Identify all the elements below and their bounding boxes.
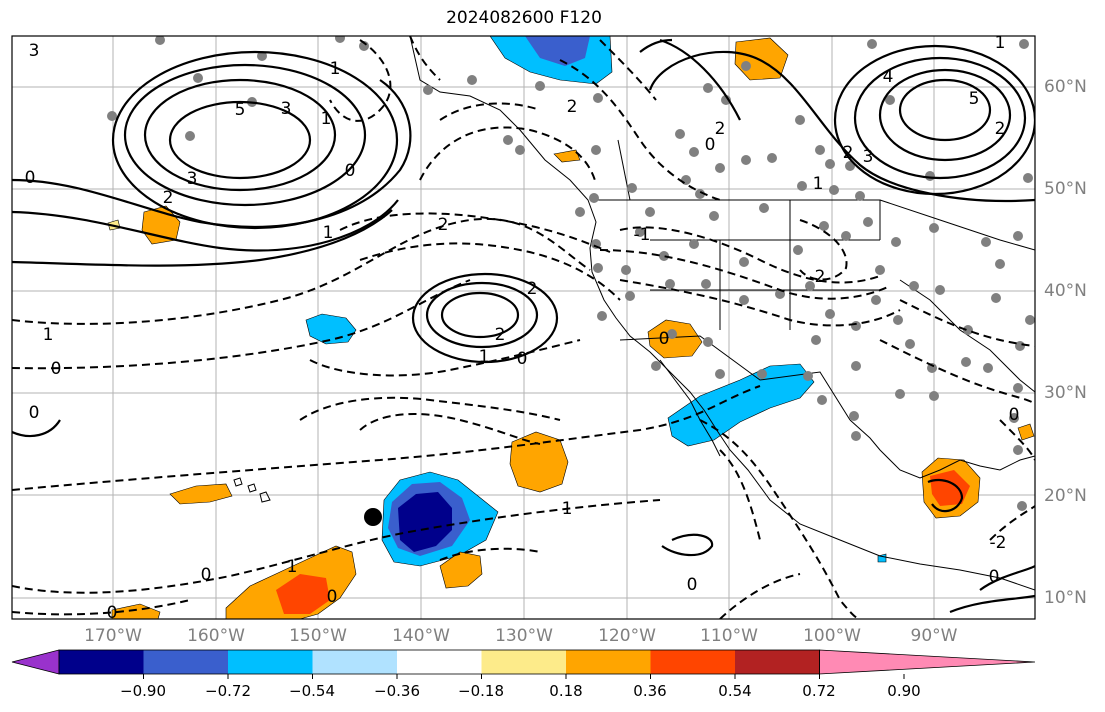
- colorbar-tick-label: 0.54: [718, 682, 752, 700]
- contour-labels: 3 5 3 2 0 0 1 1 1 0 2 2 2 1 0 2 1 0 0 0 …: [25, 33, 1020, 623]
- lat-label-20n: 20°N: [1044, 486, 1087, 506]
- colorbar-frame: [58, 649, 820, 675]
- contour-label: 1: [562, 499, 573, 519]
- plot-frame: [11, 35, 1036, 620]
- lat-label-60n: 60°N: [1044, 77, 1087, 97]
- contour-label: 4: [883, 67, 894, 87]
- contour-label: 0: [345, 161, 356, 181]
- contour-label: 5: [969, 89, 980, 109]
- contour-label: 0: [659, 329, 670, 349]
- contour-label: 1: [43, 325, 54, 345]
- colorbar-tick-label: 0.72: [802, 682, 836, 700]
- lon-label-140w: 140°W: [392, 626, 450, 646]
- contour-label: 0: [25, 168, 36, 188]
- colorbar-tick-label: 0.18: [549, 682, 583, 700]
- contour-label: 0: [705, 135, 716, 155]
- shade-orange-off-baja: [509, 431, 569, 493]
- colorbar-segment: [735, 650, 820, 674]
- shade-blue-mexico-band: [667, 363, 815, 447]
- lon-label-150w: 150°W: [289, 626, 347, 646]
- contour-label: -1: [634, 225, 651, 245]
- lat-label-30n: 30°N: [1044, 383, 1087, 403]
- contour-label: 1: [479, 347, 490, 367]
- contour-label: 3: [29, 41, 40, 61]
- colorbar-tick-label: −0.90: [120, 682, 166, 700]
- contour-label: 1: [287, 557, 298, 577]
- contour-label: 3: [281, 99, 292, 119]
- colorbar: [11, 649, 1036, 679]
- lat-label-40n: 40°N: [1044, 281, 1087, 301]
- lon-label-160w: 160°W: [187, 626, 245, 646]
- shade-orange-hawaii-band: [169, 483, 233, 505]
- contour-label: 0: [51, 359, 62, 379]
- contour-label: 2: [567, 97, 578, 117]
- colorbar-segment: [397, 650, 482, 674]
- lon-label-110w: 110°W: [700, 626, 758, 646]
- colorbar-segment: [59, 650, 144, 674]
- shade-blue-mid-pacific: [305, 313, 357, 345]
- contour-label: 0: [29, 403, 40, 423]
- contour-label: 1: [995, 33, 1006, 53]
- contour-label: 2: [495, 325, 506, 345]
- contour-label: 5: [235, 100, 246, 120]
- map-title: 2024082600 F120: [446, 8, 602, 28]
- contour-label: 0: [1009, 405, 1020, 425]
- contour-label: 0: [201, 565, 212, 585]
- colorbar-extend-right: [819, 649, 1036, 675]
- storm-position-marker: [364, 508, 382, 526]
- contour-label: 2: [843, 143, 854, 163]
- contours-solid: [12, 38, 1035, 614]
- contour-label: 1: [330, 59, 341, 79]
- colorbar-segment: [143, 650, 229, 674]
- station-dots: [107, 36, 1035, 511]
- colorbar-segment: [228, 650, 313, 674]
- contour-label: 1: [321, 109, 332, 129]
- shade-orange-southwest-us: [647, 319, 703, 359]
- colorbar-tick-label: −0.18: [458, 682, 504, 700]
- contour-label: 0: [107, 603, 118, 623]
- contour-label: 2: [163, 188, 174, 208]
- contour-label: 2: [815, 267, 826, 287]
- colorbar-segment: [481, 650, 567, 674]
- colorbar-segment: [312, 650, 398, 674]
- colorbar-segment: [650, 650, 736, 674]
- contour-label: -2: [990, 533, 1007, 553]
- contour-label: 1: [323, 223, 334, 243]
- colorbar-extend-left: [11, 649, 60, 675]
- contour-label: 2: [715, 119, 726, 139]
- colorbar-tick-label: 0.90: [887, 682, 921, 700]
- gridlines: [12, 36, 1035, 619]
- lon-label-90w: 90°W: [910, 626, 958, 646]
- contour-label: 0: [687, 575, 698, 595]
- contour-label: 0: [327, 587, 338, 607]
- contour-label: 1: [813, 174, 824, 194]
- lon-label-100w: 100°W: [803, 626, 861, 646]
- contour-label: 2: [995, 119, 1006, 139]
- hawaii-islands: [233, 477, 271, 503]
- lon-label-130w: 130°W: [495, 626, 553, 646]
- contours-dashed: [12, 36, 1035, 619]
- lat-label-50n: 50°N: [1044, 179, 1087, 199]
- colorbar-segment: [566, 650, 651, 674]
- colorbar-tick-label: −0.72: [205, 682, 251, 700]
- contour-label: 2: [438, 215, 449, 235]
- lon-label-120w: 120°W: [598, 626, 656, 646]
- colorbar-tick-label: −0.54: [289, 682, 335, 700]
- colorbar-tick-label: −0.36: [374, 682, 420, 700]
- contour-label: 3: [187, 169, 198, 189]
- contour-label: 2: [527, 279, 538, 299]
- contour-label: 0: [517, 349, 528, 369]
- lat-label-10n: 10°N: [1044, 588, 1087, 608]
- contour-label: 0: [989, 567, 1000, 587]
- lon-label-170w: 170°W: [84, 626, 142, 646]
- contour-label: 3: [863, 147, 874, 167]
- colorbar-tick-label: 0.36: [633, 682, 667, 700]
